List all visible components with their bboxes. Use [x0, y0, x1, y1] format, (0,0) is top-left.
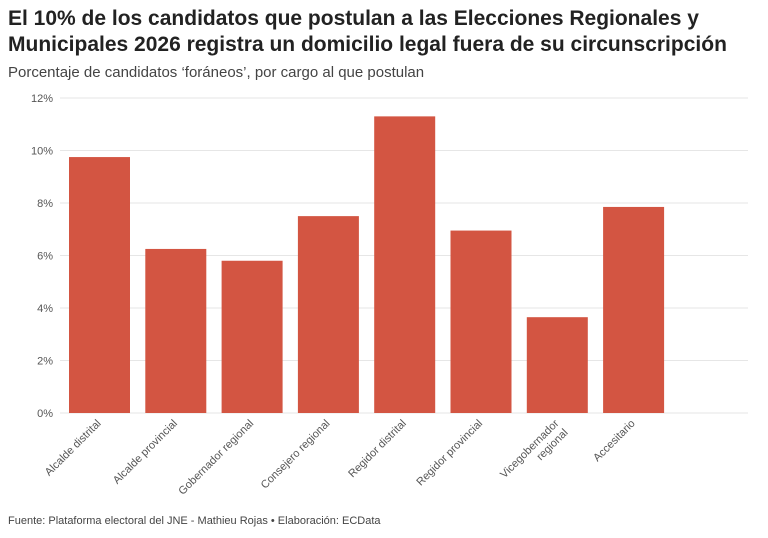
y-tick-label: 0% [37, 408, 53, 420]
bar [221, 260, 283, 413]
y-tick-label: 8% [37, 198, 53, 210]
category-label: Alcalde provincial [111, 418, 180, 487]
y-tick-label: 10% [31, 146, 53, 158]
bars [69, 116, 665, 413]
category-label: Gobernador regional [176, 418, 256, 498]
y-tick-label: 6% [37, 251, 53, 263]
category-label: Consejero regional [259, 418, 333, 492]
category-label: Vicegobernadorregional [498, 417, 571, 490]
y-axis-ticks: 0% 2% 4% 6% 8% 10% 12% [31, 93, 53, 420]
category-label: Alcalde distrital [43, 418, 104, 479]
bar [603, 206, 665, 413]
bar [450, 230, 512, 413]
category-label: Accesitario [591, 418, 638, 465]
bar [69, 157, 130, 413]
bar [526, 317, 588, 413]
bar [145, 248, 207, 413]
x-axis-labels: Alcalde distrital Alcalde provincialGober… [43, 417, 638, 497]
y-tick-label: 4% [37, 303, 53, 315]
chart-subtitle: Porcentaje de candidatos ‘foráneos’, por… [8, 64, 425, 81]
category-label: Regidor provincial [414, 418, 485, 489]
source-note: Fuente: Plataforma electoral del JNE - M… [8, 515, 381, 527]
y-tick-label: 2% [37, 356, 53, 368]
bar [297, 216, 359, 413]
chart-title: El 10% de los candidatos que postulan a … [8, 7, 727, 56]
bar [374, 116, 436, 413]
category-label: Regidor distrital [346, 418, 409, 481]
y-tick-label: 12% [31, 93, 53, 105]
